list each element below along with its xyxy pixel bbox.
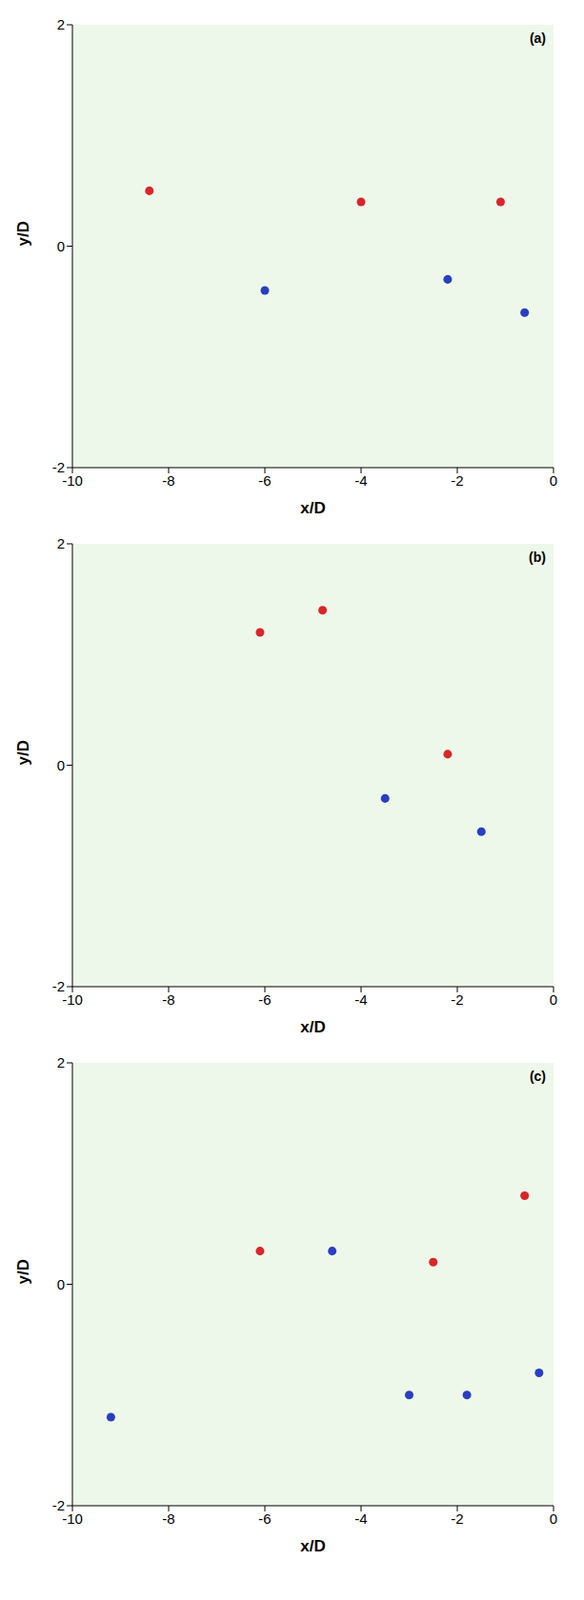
- svg-text:-10: -10: [61, 991, 83, 1008]
- html-text:(a): (a): [529, 30, 546, 46]
- svg-text:0: 0: [57, 1276, 65, 1293]
- svg-text:y/D: y/D: [14, 740, 33, 766]
- svg-text:-6: -6: [258, 991, 271, 1008]
- svg-text:2: 2: [57, 535, 65, 552]
- svg-text:-4: -4: [354, 991, 367, 1008]
- svg-text:0: 0: [549, 472, 558, 489]
- svg-text:-2: -2: [52, 1497, 65, 1514]
- html-text:(b): (b): [528, 549, 546, 565]
- svg-text:-6: -6: [258, 1510, 271, 1528]
- svg-text:0: 0: [57, 238, 65, 255]
- svg-text:0: 0: [549, 991, 558, 1008]
- svg-text:-8: -8: [161, 991, 175, 1008]
- svg-text:x/D: x/D: [300, 1018, 325, 1037]
- svg-text:-8: -8: [161, 1510, 175, 1528]
- html-text:(c): (c): [529, 1068, 546, 1085]
- svg-text:-6: -6: [258, 472, 271, 489]
- svg-text:-2: -2: [52, 459, 65, 476]
- svg-text:-2: -2: [52, 978, 65, 995]
- svg-text:-4: -4: [354, 472, 367, 489]
- svg-text:-10: -10: [61, 472, 83, 489]
- svg-text:2: 2: [57, 16, 65, 33]
- svg-text:y/D: y/D: [14, 221, 33, 246]
- svg-text:2: 2: [57, 1054, 65, 1071]
- svg-text:x/D: x/D: [300, 499, 325, 518]
- svg-text:-4: -4: [354, 1510, 367, 1528]
- svg-text:0: 0: [57, 757, 65, 774]
- svg-text:-2: -2: [450, 991, 464, 1008]
- svg-text:-8: -8: [161, 472, 175, 489]
- svg-text:x/D: x/D: [300, 1537, 325, 1556]
- svg-text:y/D: y/D: [14, 1259, 33, 1285]
- svg-text:-2: -2: [450, 1510, 464, 1528]
- svg-text:0: 0: [549, 1510, 558, 1528]
- svg-text:-10: -10: [61, 1510, 83, 1528]
- svg-text:-2: -2: [450, 472, 464, 489]
